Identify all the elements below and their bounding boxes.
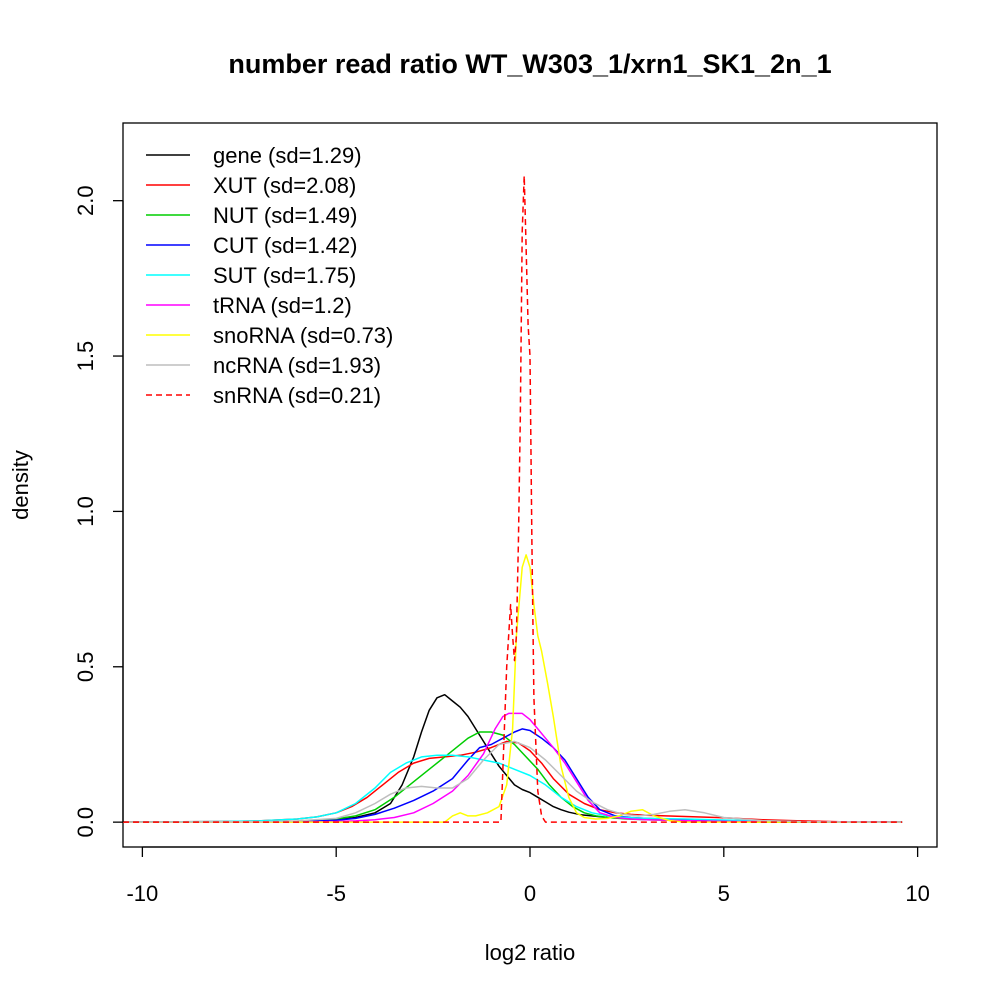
legend-label: snRNA (sd=0.21) [213, 383, 381, 408]
x-tick-label: 5 [718, 881, 730, 906]
series-line-7 [122, 740, 903, 823]
series-lines [122, 175, 903, 823]
y-tick-label: 0.0 [73, 807, 98, 838]
legend-label: NUT (sd=1.49) [213, 203, 357, 228]
series-line-4 [122, 754, 903, 823]
legend-label: ncRNA (sd=1.93) [213, 353, 381, 378]
legend-label: SUT (sd=1.75) [213, 263, 356, 288]
x-axis: -10 -5 0 5 10 [126, 846, 930, 906]
x-tick-label: -10 [126, 881, 158, 906]
x-tick-label: -5 [326, 881, 346, 906]
x-axis-label: log2 ratio [485, 940, 576, 965]
chart-title: number read ratio WT_W303_1/xrn1_SK1_2n_… [228, 49, 831, 79]
legend-label: tRNA (sd=1.2) [213, 293, 352, 318]
series-line-6 [123, 554, 903, 823]
y-tick-label: 1.5 [73, 341, 98, 372]
legend: gene (sd=1.29) XUT (sd=2.08) NUT (sd=1.49)… [146, 143, 393, 408]
series-line-5 [123, 712, 903, 823]
series-line-8 [123, 175, 903, 823]
legend-label: snoRNA (sd=0.73) [213, 323, 393, 348]
legend-label: CUT (sd=1.42) [213, 233, 357, 258]
legend-label: gene (sd=1.29) [213, 143, 362, 168]
y-tick-label: 0.5 [73, 651, 98, 682]
y-axis: 0.0 0.5 1.0 1.5 2.0 [73, 185, 124, 838]
legend-label: XUT (sd=2.08) [213, 173, 356, 198]
y-tick-label: 1.0 [73, 496, 98, 527]
y-tick-label: 2.0 [73, 185, 98, 216]
x-tick-label: 10 [905, 881, 929, 906]
y-axis-label: density [8, 450, 33, 520]
x-tick-label: 0 [524, 881, 536, 906]
